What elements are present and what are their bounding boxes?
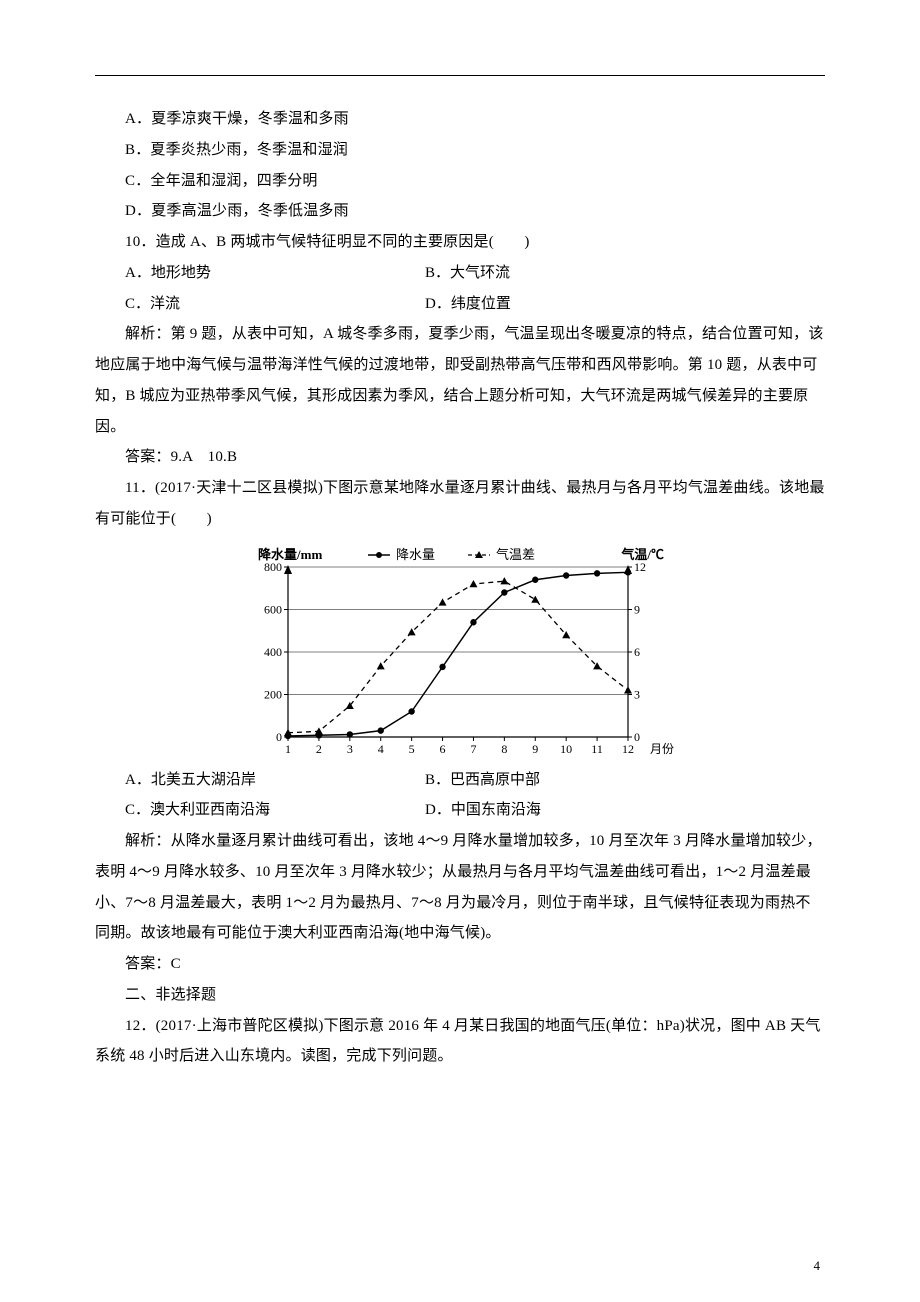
q10-option-c: C．洋流 (125, 289, 425, 320)
q11-chart: 0200400600800036912123456789101112月份降水量/… (95, 543, 825, 761)
svg-text:10: 10 (560, 742, 572, 756)
q11-options-row1: A．北美五大湖沿岸 B．巴西高原中部 (95, 765, 825, 796)
q9-option-b: B．夏季炎热少雨，冬季温和湿润 (95, 135, 825, 166)
svg-text:5: 5 (408, 742, 414, 756)
svg-text:0: 0 (634, 730, 640, 744)
q10-options-row1: A．地形地势 B．大气环流 (95, 258, 825, 289)
svg-text:12: 12 (634, 560, 646, 574)
analysis-9-10: 解析：第 9 题，从表中可知，A 城冬季多雨，夏季少雨，气温呈现出冬暖夏凉的特点… (95, 319, 825, 442)
q11-option-c: C．澳大利亚西南沿海 (125, 795, 425, 826)
svg-text:6: 6 (439, 742, 445, 756)
svg-text:6: 6 (634, 645, 640, 659)
svg-text:月份: 月份 (650, 742, 674, 756)
svg-text:气温差: 气温差 (496, 547, 535, 562)
svg-text:8: 8 (501, 742, 507, 756)
svg-text:12: 12 (622, 742, 634, 756)
q12-stem: 12．(2017·上海市普陀区模拟)下图示意 2016 年 4 月某日我国的地面… (95, 1011, 825, 1073)
q11-option-a: A．北美五大湖沿岸 (125, 765, 425, 796)
svg-text:4: 4 (377, 742, 383, 756)
section-2-heading: 二、非选择题 (95, 980, 825, 1011)
chart-svg: 0200400600800036912123456789101112月份降水量/… (243, 543, 678, 761)
q10-stem: 10．造成 A、B 两城市气候特征明显不同的主要原因是( ) (95, 227, 825, 258)
svg-text:3: 3 (346, 742, 352, 756)
svg-text:600: 600 (264, 602, 282, 616)
q11-options-row2: C．澳大利亚西南沿海 D．中国东南沿海 (95, 795, 825, 826)
q9-option-d: D．夏季高温少雨，冬季低温多雨 (95, 196, 825, 227)
page-number: 4 (814, 1258, 821, 1274)
svg-text:降水量/mm: 降水量/mm (258, 547, 322, 562)
q10-options-row2: C．洋流 D．纬度位置 (95, 289, 825, 320)
svg-text:9: 9 (634, 602, 640, 616)
answer-11: 答案：C (95, 949, 825, 980)
q10-option-a: A．地形地势 (125, 258, 425, 289)
answer-9-10: 答案：9.A 10.B (95, 442, 825, 473)
svg-text:11: 11 (591, 742, 603, 756)
q10-option-b: B．大气环流 (425, 258, 825, 289)
svg-text:9: 9 (532, 742, 538, 756)
svg-text:200: 200 (264, 687, 282, 701)
svg-text:400: 400 (264, 645, 282, 659)
svg-text:800: 800 (264, 560, 282, 574)
svg-text:气温/℃: 气温/℃ (621, 547, 664, 562)
q11-stem: 11．(2017·天津十二区县模拟)下图示意某地降水量逐月累计曲线、最热月与各月… (95, 473, 825, 535)
q10-option-d: D．纬度位置 (425, 289, 825, 320)
svg-text:1: 1 (285, 742, 291, 756)
q9-option-a: A．夏季凉爽干燥，冬季温和多雨 (95, 104, 825, 135)
svg-text:0: 0 (276, 730, 282, 744)
q11-option-b: B．巴西高原中部 (425, 765, 825, 796)
svg-text:降水量: 降水量 (396, 547, 435, 562)
svg-text:7: 7 (470, 742, 476, 756)
top-rule (95, 75, 825, 76)
q9-option-c: C．全年温和湿润，四季分明 (95, 166, 825, 197)
q11-option-d: D．中国东南沿海 (425, 795, 825, 826)
svg-text:3: 3 (634, 687, 640, 701)
analysis-11: 解析：从降水量逐月累计曲线可看出，该地 4～9 月降水量增加较多，10 月至次年… (95, 826, 825, 949)
svg-text:2: 2 (315, 742, 321, 756)
